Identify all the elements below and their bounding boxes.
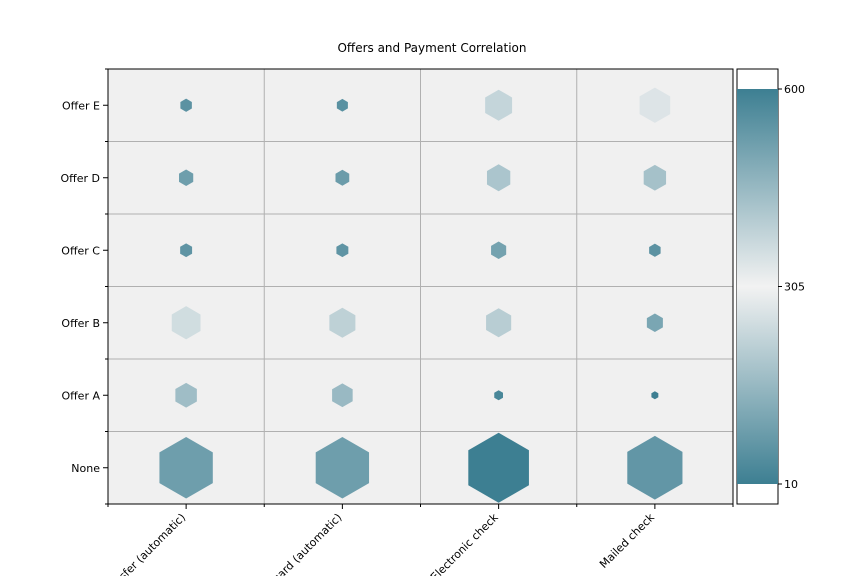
hex-marker [646, 313, 663, 332]
hex-marker [494, 390, 503, 401]
hex-marker [486, 308, 512, 338]
hex-marker [171, 306, 201, 340]
hex-marker [329, 307, 356, 338]
hex-marker [159, 436, 213, 499]
hex-marker [336, 243, 349, 258]
y-tick-label: None [71, 462, 100, 475]
hex-marker [332, 383, 353, 408]
hex-marker [651, 391, 659, 400]
hex-marker [649, 243, 661, 257]
x-tick-label: Electronic check [428, 510, 501, 576]
hex-marker [180, 243, 193, 258]
hex-marker [315, 436, 370, 499]
colorbar-tick-label: 305 [784, 281, 805, 294]
plot-frame [107, 68, 734, 505]
hex-marker [485, 89, 513, 121]
y-tick-label: Offer C [61, 244, 100, 257]
hex-marker [627, 435, 683, 500]
y-tick-label: Offer A [61, 389, 100, 402]
hex-marker [643, 164, 667, 191]
colorbar [737, 89, 778, 484]
hex-marker [179, 169, 194, 186]
hex-marker [486, 164, 511, 192]
hex-marker [175, 382, 197, 408]
chart-title: Offers and Payment Correlation [337, 41, 526, 55]
x-tick-label: Bank transfer (automatic) [78, 511, 188, 576]
y-tick-label: Offer E [62, 99, 100, 112]
colorbar-tick-label: 600 [784, 83, 805, 96]
colorbar-tick-label: 10 [784, 478, 798, 491]
hex-marker [335, 169, 350, 186]
hex-marker [639, 87, 671, 123]
hex-marker [491, 241, 507, 259]
y-tick-label: Offer D [61, 172, 101, 185]
hex-marker [180, 98, 192, 112]
x-tick-label: Mailed check [597, 510, 657, 570]
y-tick-label: Offer B [61, 317, 100, 330]
x-tick-label: Credit card (automatic) [245, 511, 345, 576]
hex-marker [336, 98, 348, 112]
hex-marker [468, 432, 529, 503]
